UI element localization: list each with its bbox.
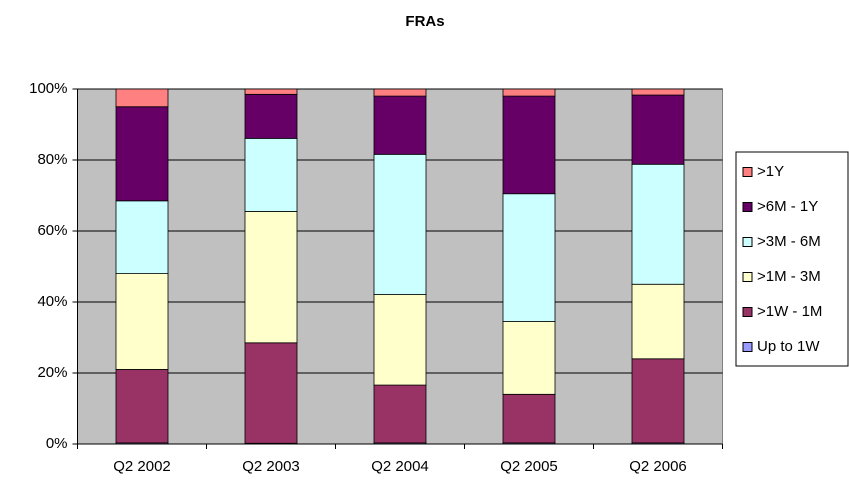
bar-segment bbox=[502, 95, 556, 195]
bar-segment bbox=[244, 137, 298, 212]
legend-swatch bbox=[742, 167, 753, 177]
x-tick-label: Q2 2003 bbox=[242, 458, 300, 475]
x-tick-label: Q2 2005 bbox=[500, 458, 558, 475]
bar-segment bbox=[631, 94, 685, 165]
bar-segment bbox=[631, 283, 685, 360]
bar-segment bbox=[244, 342, 298, 444]
bar-segment bbox=[631, 358, 685, 444]
legend-swatch bbox=[742, 272, 753, 282]
bar-segment bbox=[373, 88, 427, 97]
legend-label: >1M - 3M bbox=[757, 268, 821, 285]
bar-segment bbox=[502, 321, 556, 395]
bar-segment bbox=[502, 193, 556, 322]
bar-segment bbox=[373, 384, 427, 444]
legend-label: >1Y bbox=[757, 163, 784, 180]
bar-segment bbox=[373, 153, 427, 295]
bar-segment bbox=[115, 273, 169, 370]
y-tick-label: 0% bbox=[46, 435, 68, 452]
legend-label: Up to 1W bbox=[757, 338, 820, 355]
x-tick-label: Q2 2004 bbox=[371, 458, 429, 475]
y-tick-label: 80% bbox=[37, 151, 67, 168]
bar-segment bbox=[502, 88, 556, 97]
chart-title: FRAs bbox=[405, 13, 444, 30]
x-tick-label: Q2 2006 bbox=[629, 458, 687, 475]
bar-segment bbox=[115, 106, 169, 202]
legend-swatch bbox=[742, 237, 753, 247]
legend-swatch bbox=[742, 342, 753, 352]
legend-swatch bbox=[742, 202, 753, 212]
bar-segment bbox=[631, 163, 685, 285]
y-tick-label: 100% bbox=[29, 80, 67, 97]
bar-segment bbox=[244, 211, 298, 344]
legend-label: >6M - 1Y bbox=[757, 198, 818, 215]
bar-segment bbox=[373, 95, 427, 155]
bar-segment bbox=[502, 393, 556, 444]
legend-box bbox=[735, 151, 849, 367]
bar-segment bbox=[631, 88, 685, 96]
bar-segment bbox=[115, 369, 169, 444]
bar-segment bbox=[373, 294, 427, 386]
y-tick-label: 20% bbox=[37, 364, 67, 381]
y-tick-label: 40% bbox=[37, 293, 67, 310]
bar-segment bbox=[115, 200, 169, 274]
bar-segment bbox=[244, 88, 298, 95]
legend-label: >3M - 6M bbox=[757, 233, 821, 250]
y-tick-label: 60% bbox=[37, 222, 67, 239]
legend-label: >1W - 1M bbox=[757, 303, 822, 320]
x-tick-label: Q2 2002 bbox=[113, 458, 171, 475]
bar-segment bbox=[244, 93, 298, 139]
bar-segment bbox=[115, 88, 169, 108]
legend-swatch bbox=[742, 307, 753, 317]
